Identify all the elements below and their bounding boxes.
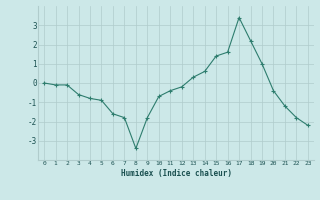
X-axis label: Humidex (Indice chaleur): Humidex (Indice chaleur): [121, 169, 231, 178]
